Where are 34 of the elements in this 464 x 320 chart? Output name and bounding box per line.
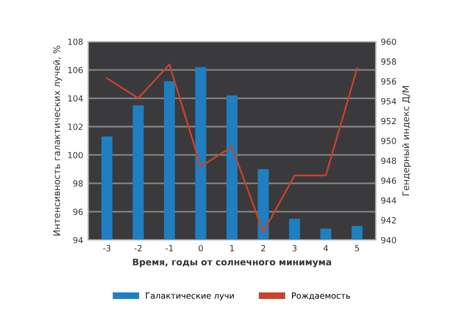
y-tick-label: 106 (68, 66, 83, 74)
y2-tick-label: 940 (381, 236, 396, 244)
x-tick-label: 3 (292, 245, 297, 252)
y2-tick-label: 944 (381, 197, 396, 204)
y-tick-label: 100 (68, 152, 83, 158)
y-tick-label: 94 (73, 236, 83, 244)
x-tick-label: -2 (134, 245, 142, 252)
y2-tick-label: 954 (381, 98, 396, 104)
y-tick-label: 98 (73, 180, 83, 187)
x-tick-label: 1 (230, 245, 234, 252)
y2-tick-label: 946 (381, 177, 396, 184)
y2-tick-label: 952 (381, 118, 396, 124)
x-tick-label: 2 (261, 245, 266, 252)
legend-label: Галактические лучи (146, 292, 234, 300)
legend-label: Рождаемость (292, 292, 350, 300)
y-tick-label: 96 (73, 208, 83, 215)
y2-tick-label: 942 (381, 217, 396, 224)
x-tick-label: -1 (166, 245, 173, 252)
x-tick-label: -3 (103, 245, 110, 252)
y2-tick-label: 958 (381, 58, 396, 65)
y2-tick-label: 960 (381, 38, 396, 45)
x-axis-title: Время, годы от солнечного минимума (133, 258, 332, 268)
line-series (106, 64, 358, 233)
y-tick-label: 108 (68, 38, 83, 45)
y2-axis-title: Гендерный индекс Д/М (402, 86, 411, 196)
x-tick-label: 4 (324, 245, 328, 252)
y-tick-label: 102 (68, 124, 82, 130)
y-tick-label: 104 (68, 95, 83, 102)
y2-tick-label: 956 (381, 78, 396, 85)
y2-tick-label: 948 (381, 158, 396, 164)
y-axis-title: Интенсивность галактических лучей, % (53, 46, 62, 236)
y2-tick-label: 950 (381, 138, 396, 144)
x-tick-label: 0 (198, 245, 203, 252)
x-tick-label: 5 (355, 245, 359, 252)
